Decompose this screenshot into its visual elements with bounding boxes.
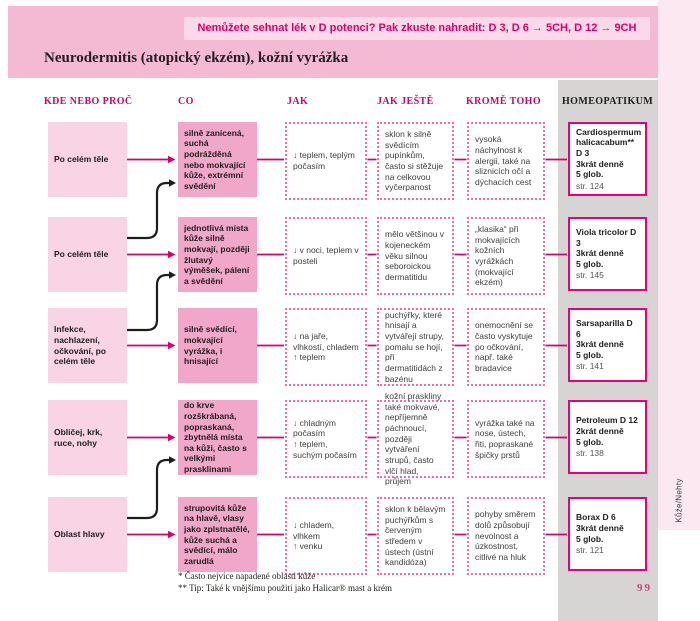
remedy-card: Cardiospermum halicacabum** D 3 3krát de…: [568, 122, 647, 196]
remedy-dosage: 3krát denně: [576, 339, 624, 350]
remedy-dosage: 2krát denně: [576, 425, 624, 436]
co-box: jednotlivá místa kůže silně mokvají, poz…: [178, 217, 257, 292]
page-title: Neurodermitis (atopický ekzém), kožní vy…: [44, 50, 349, 66]
remedy-page-ref: str. 141: [576, 361, 604, 372]
remedy-dosage: 3krát denně: [576, 158, 624, 169]
remedy-page-ref: str. 124: [576, 180, 604, 191]
flow-arrowheads: [168, 155, 176, 539]
remedy-name: Borax D 6: [576, 512, 616, 523]
remedy-amount: 5 glob.: [576, 533, 604, 544]
remedy-amount: 5 glob.: [576, 169, 604, 180]
cross-link-arrows: [127, 181, 169, 520]
jak-box: ↓ v noci, teplem v posteli: [285, 217, 367, 295]
page-edge-strip: [658, 0, 700, 530]
remedy-amount: 5 glob.: [576, 349, 604, 360]
remedy-page-ref: str. 121: [576, 545, 604, 556]
kde-box: Infekce, nachlazení, očkování, po celém …: [48, 308, 127, 383]
column-header-jak-jeste: JAK JEŠTĚ: [377, 96, 434, 107]
jak-jeste-box: mělo většinou v kojeneckém věku silnou s…: [377, 217, 454, 295]
co-box: do krve rozškrábaná, popraskaná, zbytněl…: [178, 400, 257, 475]
jak-jeste-box: puchýřky, které hnisají a vytvářejí stru…: [377, 308, 454, 386]
column-header-homeopatikum: HOMEOPATIKUM: [562, 96, 654, 107]
co-box: silně svědící, mokvající vyrážka, i hnis…: [178, 308, 257, 383]
column-header-kde-nebo-proc: KDE NEBO PROČ: [44, 96, 133, 107]
column-header-krome-toho: KROMĚ TOHO: [466, 96, 542, 107]
remedy-name: Cardiospermum halicacabum** D 3: [576, 126, 642, 158]
remedy-card: Petroleum D 12 2krát denně 5 glob. str. …: [568, 400, 647, 474]
krome-toho-box: vyrážka také na nose, ústech, řiti, popr…: [467, 400, 545, 478]
co-box: strupovitá kůže na hlavě, vlasy jako zpl…: [178, 497, 257, 572]
page-number: 99: [637, 582, 652, 594]
remedy-dosage: 3krát denně: [576, 522, 624, 533]
jak-jeste-box: sklon k silně svědícím pupínkům, často s…: [377, 122, 454, 200]
krome-toho-box: vysoká náchylnost k alergii, také na sli…: [467, 122, 545, 200]
kde-box: Obličej, krk, ruce, nohy: [48, 400, 127, 475]
remedy-name: Viola tricolor D 3: [576, 226, 637, 248]
krome-toho-box: onemocnění se často vyskytuje po očkován…: [467, 308, 545, 386]
jak-box: ↓ na jaře, vlhkostí, chladem ↑ teplem: [285, 308, 367, 386]
remedy-card: Sarsaparilla D 6 3krát denně 5 glob. str…: [568, 308, 647, 382]
kde-box: Po celém těle: [48, 122, 127, 197]
cross-link-arrowheads: [169, 179, 176, 464]
remedy-amount: 5 glob.: [576, 436, 604, 447]
remedy-page-ref: str. 145: [576, 270, 604, 281]
column-header-co: CO: [178, 96, 194, 107]
column-header-jak: JAK: [287, 96, 309, 107]
jak-jeste-box: sklon k bělavým puchýřkům s červeným stř…: [377, 497, 454, 575]
remedy-amount: 5 glob.: [576, 258, 604, 269]
remedy-page-ref: str. 138: [576, 448, 604, 459]
footnote: ** Tip: Také k vnějšímu použití jako Hal…: [178, 583, 393, 593]
remedy-card: Viola tricolor D 3 3krát denně 5 glob. s…: [568, 217, 647, 291]
krome-toho-box: „klasika“ při mokvajících kožních vyrážk…: [467, 217, 545, 295]
remedy-dosage: 3krát denně: [576, 248, 624, 259]
remedy-card: Borax D 6 3krát denně 5 glob. str. 121: [568, 497, 647, 571]
jak-box: ↓ chladem, vlhkem ↑ venku: [285, 497, 367, 575]
co-box: silně zanícená, suchá podrážděná nebo mo…: [178, 122, 257, 197]
kde-box: Po celém těle: [48, 217, 127, 292]
side-tab: Kůže/Nehty: [658, 468, 700, 532]
footnote: * Často nejvíce napadené oblasti kůže: [178, 571, 316, 581]
side-tab-label: Kůže/Nehty: [674, 477, 684, 523]
jak-box: ↓ teplem, teplým počasím: [285, 122, 367, 200]
substitution-notice: Nemůžete sehnat lék v D potenci? Pak zku…: [184, 17, 650, 40]
kde-box: Oblast hlavy: [48, 497, 127, 572]
remedy-name: Petroleum D 12: [576, 415, 638, 426]
remedy-name: Sarsaparilla D 6: [576, 317, 633, 339]
jak-jeste-box: kožní praskliny také mokvavé, nepříjemně…: [377, 391, 454, 486]
jak-box: ↓ chladným počasím ↑ teplem, suchým poča…: [285, 400, 367, 478]
header-band: Nemůžete sehnat lék v D potenci? Pak zku…: [8, 6, 658, 78]
krome-toho-box: pohyby směrem dolů způsobují nevolnost a…: [467, 497, 545, 575]
